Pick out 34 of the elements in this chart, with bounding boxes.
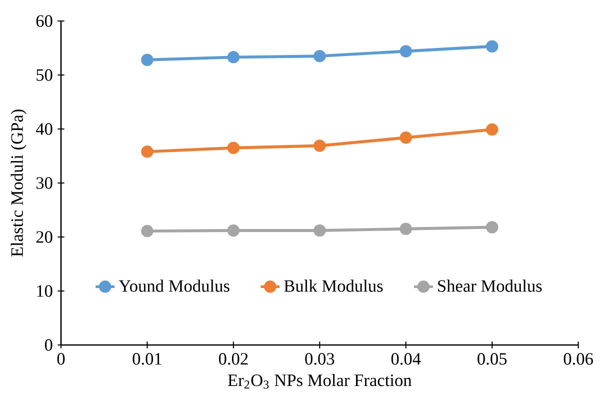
- x-tick-label: 0.05: [478, 353, 507, 365]
- y-tick-label: 60: [36, 15, 52, 27]
- y-tick-label: 40: [36, 123, 52, 135]
- x-tick-label: 0.06: [564, 353, 593, 365]
- point: [141, 146, 154, 158]
- y-tick-label: 30: [36, 177, 52, 189]
- point: [314, 224, 326, 237]
- x-tick-label: 0.03: [305, 353, 334, 365]
- x-tick-label: 0.04: [391, 353, 421, 365]
- legend-label: Bulk Modulus: [284, 280, 383, 292]
- point: [314, 140, 326, 152]
- legend-label: Shear Modulus: [438, 280, 542, 292]
- y-axis-title: Elastic Moduli (GPa): [10, 110, 26, 257]
- x-tick-label: 0.01: [132, 353, 162, 365]
- point: [400, 45, 412, 58]
- y-tick-label: 20: [36, 231, 52, 243]
- legend-label: Yound Modulus: [118, 280, 230, 292]
- point: [400, 222, 412, 236]
- point: [486, 221, 498, 234]
- y-tick-label: 10: [37, 285, 52, 297]
- point: [314, 50, 326, 62]
- point: [227, 51, 240, 64]
- point: [141, 54, 154, 66]
- y-tick-label: 50: [36, 69, 52, 81]
- point: [141, 224, 154, 238]
- point: [400, 132, 412, 144]
- x-axis-title: Er$_{2}$O$_{3}$ NPs Molar Fraction: [228, 374, 412, 389]
- y-tick-label: 0: [44, 339, 52, 351]
- point: [227, 142, 240, 154]
- point: [227, 224, 240, 237]
- point: [486, 40, 498, 53]
- point: [486, 123, 498, 136]
- x-tick-label: 0: [57, 353, 65, 365]
- x-tick-label: 0.02: [218, 353, 248, 365]
